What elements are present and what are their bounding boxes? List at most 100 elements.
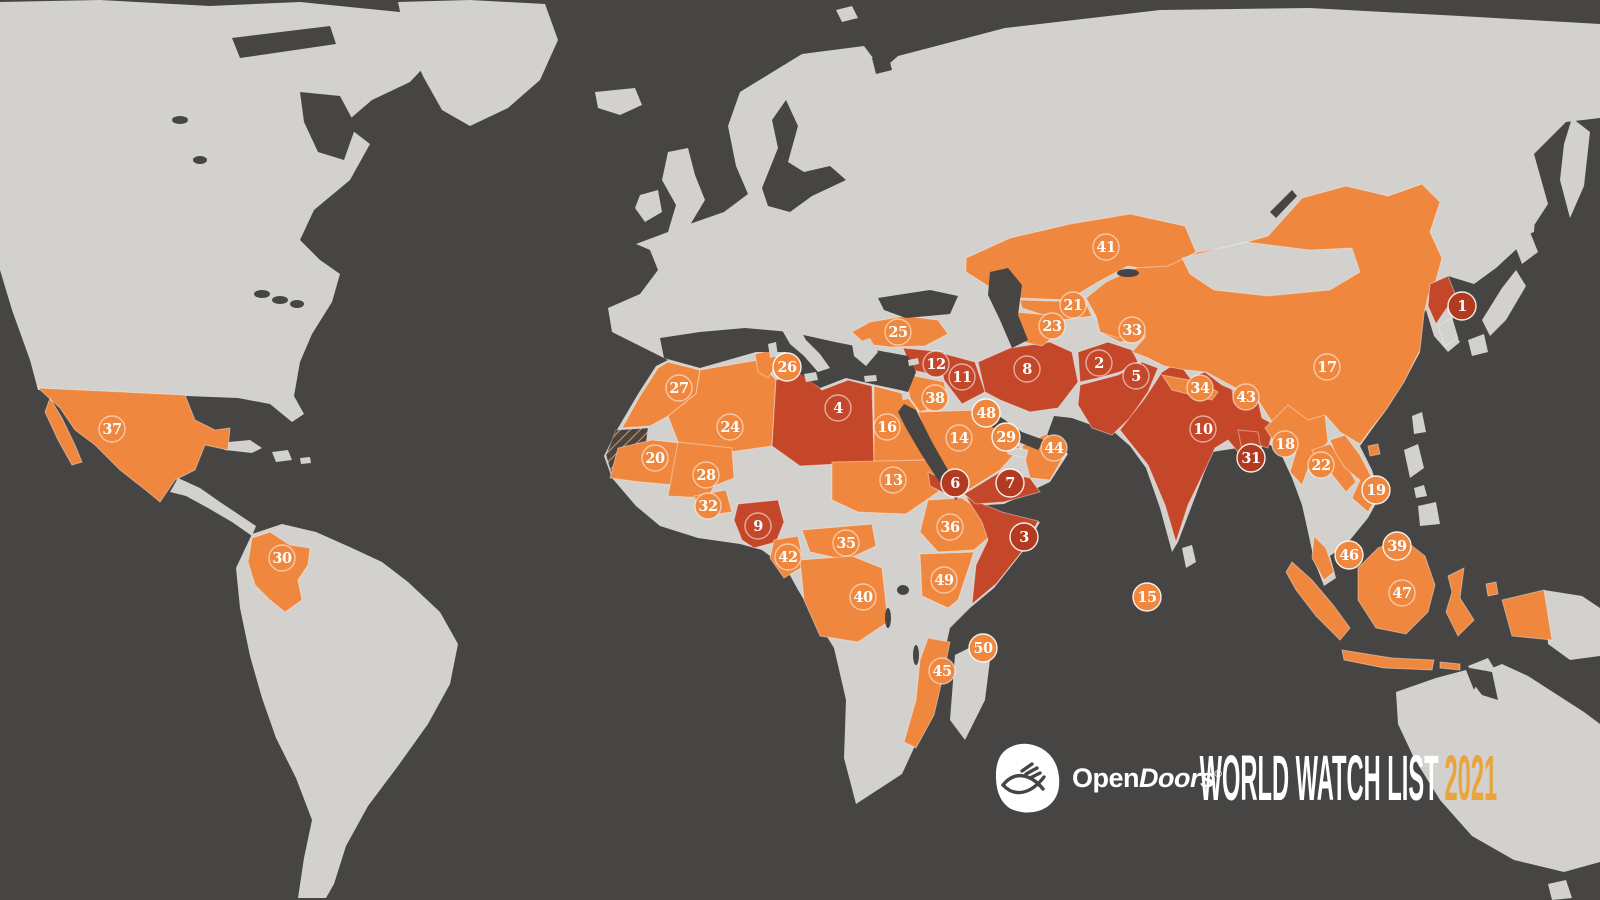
island-new-guinea-east: [1544, 590, 1600, 660]
rank-marker-circle: [995, 468, 1025, 498]
landmass-australia: [1396, 664, 1600, 872]
landmass-south-america: [236, 524, 458, 898]
rank-marker-1: 1: [1447, 291, 1477, 321]
rank-number: 12: [926, 356, 945, 373]
rank-number: 15: [1137, 589, 1156, 606]
rank-marker-circle: [1189, 415, 1217, 443]
rank-number: 34: [1190, 380, 1210, 397]
baltic-sea: [762, 100, 846, 212]
rank-number: 13: [883, 472, 903, 489]
canada-lake-2: [193, 156, 207, 164]
rank-marker-circle: [1361, 475, 1391, 505]
rank-marker-38: 38: [921, 384, 949, 412]
rank-number: 26: [777, 359, 797, 376]
title-label: WORLD WATCH LIST: [1199, 742, 1439, 814]
rank-number: 20: [645, 450, 665, 467]
rank-marker-10: 10: [1189, 415, 1217, 443]
rank-marker-6: 6: [940, 468, 970, 498]
island-sakhalin: [1524, 176, 1538, 236]
rank-marker-5: 5: [1122, 362, 1150, 390]
rank-number: 4: [833, 400, 843, 417]
island-mindanao: [1418, 502, 1440, 526]
black-sea: [878, 290, 958, 318]
rank-marker-3: 3: [1009, 522, 1039, 552]
rank-number: 48: [976, 405, 996, 422]
country-south-korea: [1437, 317, 1459, 347]
island-sulawesi: [1445, 567, 1475, 637]
rank-marker-circle: [879, 466, 907, 494]
rank-marker-circle: [824, 394, 852, 422]
rank-marker-circle: [716, 413, 744, 441]
rank-marker-27: 27: [665, 374, 693, 402]
island-iceland: [595, 88, 642, 115]
rank-marker-45: 45: [928, 657, 956, 685]
rank-marker-50: 50: [968, 633, 998, 663]
rank-number: 29: [996, 429, 1016, 446]
rank-marker-circle: [991, 422, 1021, 452]
island-hokkaido: [1512, 232, 1538, 264]
rank-marker-circle: [1092, 233, 1120, 261]
rank-marker-4: 4: [824, 394, 852, 422]
peninsula-kamchatka: [1560, 118, 1590, 218]
island-kyushu: [1468, 334, 1488, 356]
island-java: [1341, 649, 1435, 671]
rank-marker-15: 15: [1132, 582, 1162, 612]
lake-victoria: [897, 585, 909, 595]
rank-number: 39: [1387, 538, 1407, 555]
island-hainan: [1367, 443, 1381, 457]
rank-number: 38: [925, 390, 945, 407]
open-doors-logo: [995, 743, 1060, 813]
rank-number: 49: [934, 572, 954, 589]
rank-marker-circle: [744, 512, 772, 540]
rank-marker-circle: [1132, 582, 1162, 612]
country-north-korea: [1427, 275, 1457, 326]
rank-marker-circle: [948, 363, 976, 391]
gulf-of-carpentaria: [1470, 668, 1498, 700]
rank-marker-30: 30: [268, 544, 296, 572]
rank-marker-circle: [1334, 540, 1364, 570]
rank-marker-41: 41: [1092, 233, 1120, 261]
title-year: 2021: [1444, 742, 1497, 814]
rank-marker-43: 43: [1232, 383, 1260, 411]
rank-marker-circle: [692, 461, 720, 489]
island-halmahera: [1485, 581, 1499, 597]
rank-number: 11: [952, 369, 971, 386]
landmass-central-america: [170, 478, 256, 536]
rank-marker-circle: [1186, 374, 1214, 402]
rank-number: 30: [272, 550, 292, 567]
rank-number: 43: [1236, 389, 1256, 406]
rank-number: 16: [877, 419, 897, 436]
rank-marker-circle: [98, 415, 126, 443]
white-sea: [872, 54, 892, 74]
island-cuba: [218, 440, 262, 453]
peninsula-greece: [852, 338, 878, 366]
island-honshu: [1482, 270, 1526, 336]
great-lake-1: [254, 290, 270, 298]
rank-marker-46: 46: [1334, 540, 1364, 570]
rank-number: 25: [888, 324, 907, 341]
rank-marker-35: 35: [832, 529, 860, 557]
rank-marker-26: 26: [772, 352, 802, 382]
rank-marker-circle: [1388, 579, 1416, 607]
rank-marker-circle: [1009, 522, 1039, 552]
rank-number: 18: [1275, 436, 1295, 453]
rank-marker-circle: [971, 398, 1001, 428]
rank-marker-17: 17: [1313, 353, 1341, 381]
rank-marker-16: 16: [873, 413, 901, 441]
rank-marker-circle: [665, 374, 693, 402]
rank-marker-25: 25: [884, 318, 912, 346]
mediterranean-islands: [768, 326, 919, 382]
rank-number: 31: [1241, 450, 1260, 467]
rank-marker-circle: [922, 350, 950, 378]
island-ireland: [635, 190, 662, 222]
country-colombia: [247, 531, 311, 613]
rank-marker-circle: [940, 468, 970, 498]
rank-marker-circle: [1013, 355, 1041, 383]
rank-number: 10: [1193, 421, 1213, 438]
rank-marker-circle: [1122, 362, 1150, 390]
rank-marker-23: 23: [1038, 312, 1066, 340]
rank-number: 44: [1044, 440, 1064, 457]
rank-number: 8: [1022, 361, 1032, 378]
rank-number: 2: [1094, 355, 1104, 372]
